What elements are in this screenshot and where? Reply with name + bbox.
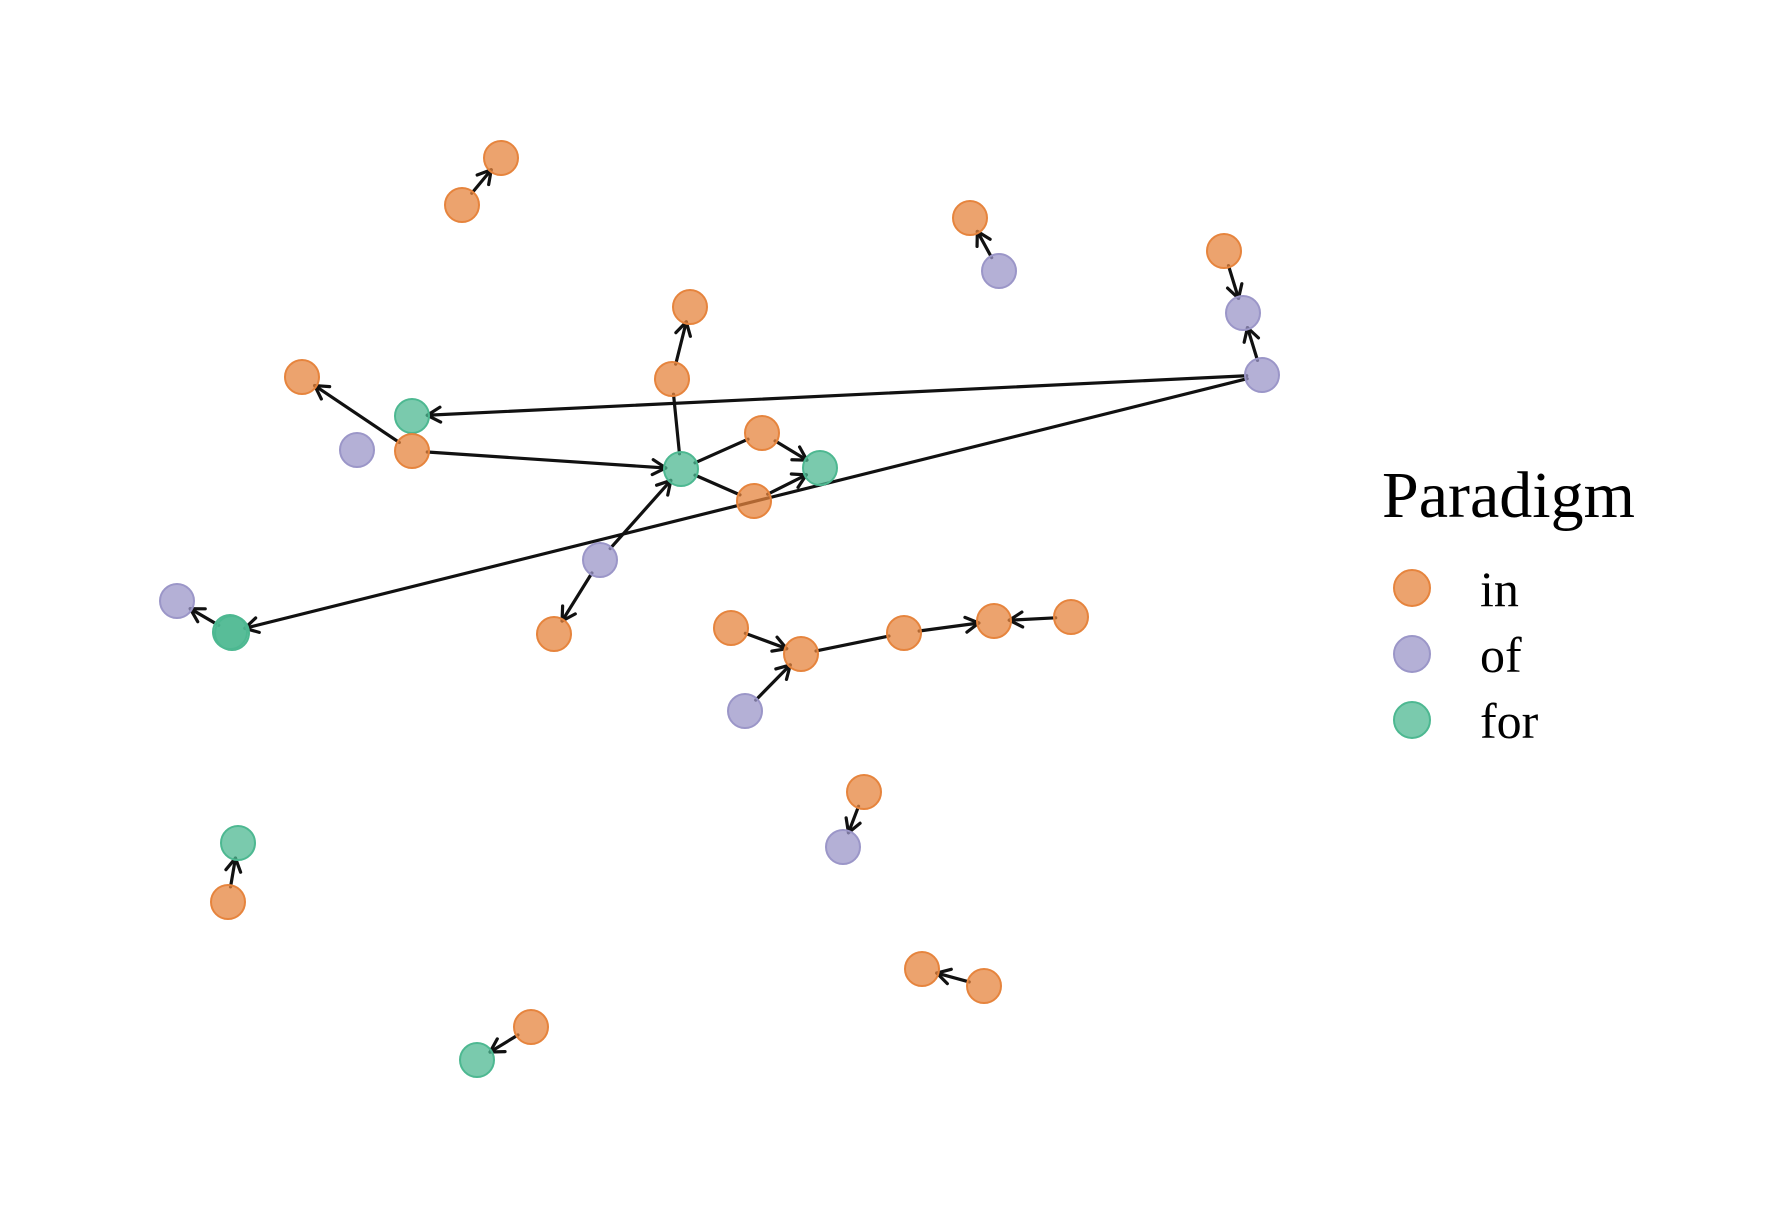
edge-11 xyxy=(693,473,742,497)
edge-19 xyxy=(917,615,981,634)
node-of xyxy=(825,829,861,865)
node-in xyxy=(736,483,772,519)
edge-24 xyxy=(844,804,862,835)
node-in xyxy=(513,1009,549,1045)
legend-swatch-for xyxy=(1393,701,1431,739)
node-in xyxy=(672,289,708,325)
node-in xyxy=(886,615,922,651)
node-in xyxy=(783,636,819,672)
node-in xyxy=(744,415,780,451)
node-in xyxy=(904,951,940,987)
node-of xyxy=(159,583,195,619)
legend-label-in: in xyxy=(1480,561,1519,617)
edge-25-upper xyxy=(674,320,692,366)
node-for xyxy=(802,450,838,486)
node-in xyxy=(654,361,690,397)
edge-18 xyxy=(814,634,891,653)
node-in xyxy=(210,884,246,920)
edge-22 xyxy=(488,1033,520,1054)
edge-16 xyxy=(743,631,789,653)
legend-label-of: of xyxy=(1480,627,1522,683)
node-in xyxy=(966,968,1002,1004)
node-for xyxy=(394,398,430,434)
node-of xyxy=(1225,295,1261,331)
legend-item-in: in xyxy=(1393,561,1519,617)
node-in xyxy=(976,603,1012,639)
edge-14 xyxy=(560,571,594,623)
node-in xyxy=(483,140,519,176)
nodes-layer xyxy=(159,140,1280,1078)
node-of xyxy=(1244,357,1280,393)
node-for xyxy=(663,451,699,487)
node-in xyxy=(846,774,882,810)
edge-9 xyxy=(693,437,750,465)
node-in xyxy=(1206,233,1242,269)
edge-15 xyxy=(188,607,221,627)
edge-10 xyxy=(773,439,809,462)
node-of xyxy=(981,253,1017,289)
edge-20 xyxy=(1007,610,1058,629)
edge-13 xyxy=(608,478,673,551)
legend-title: Paradigm xyxy=(1382,459,1635,532)
edge-25-lower xyxy=(671,392,682,456)
legend-item-for: for xyxy=(1393,693,1539,749)
legend: Paradigm in of for xyxy=(1382,459,1635,749)
edge-5 xyxy=(425,374,1249,424)
edge-8 xyxy=(425,450,668,477)
node-of xyxy=(582,542,618,578)
edge-23 xyxy=(935,967,971,986)
node-in xyxy=(444,187,480,223)
edge-21 xyxy=(224,856,243,889)
node-in xyxy=(394,433,430,469)
edges-layer xyxy=(188,168,1261,1054)
node-in xyxy=(536,616,572,652)
legend-swatch-of xyxy=(1393,635,1431,673)
edge-3 xyxy=(1225,264,1244,300)
node-in xyxy=(1053,599,1089,635)
edge-1 xyxy=(470,168,493,195)
node-for xyxy=(459,1042,495,1078)
node-in xyxy=(713,610,749,646)
node-for xyxy=(214,615,250,651)
edge-2 xyxy=(975,229,994,260)
legend-label-for: for xyxy=(1480,693,1539,749)
node-in xyxy=(952,200,988,236)
legend-item-of: of xyxy=(1393,627,1522,683)
edge-4 xyxy=(1242,326,1261,362)
node-in xyxy=(284,359,320,395)
node-for xyxy=(220,825,256,861)
edge-17 xyxy=(754,663,792,702)
legend-swatch-in xyxy=(1393,569,1431,607)
node-of xyxy=(339,432,375,468)
node-of xyxy=(727,693,763,729)
